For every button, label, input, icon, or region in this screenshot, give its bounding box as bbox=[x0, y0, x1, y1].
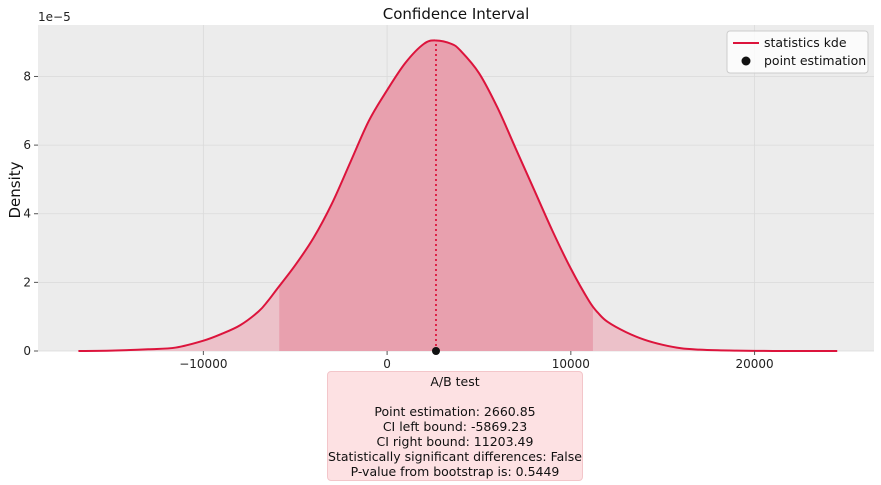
y-axis: 0 2 4 6 8 bbox=[23, 69, 38, 358]
y-tick-label: 6 bbox=[23, 138, 31, 152]
legend: statistics kde point estimation bbox=[726, 30, 869, 74]
point-estimation-marker bbox=[431, 347, 440, 355]
info-box-line: Point estimation: 2660.85 bbox=[374, 404, 536, 419]
info-box-title: A/B test bbox=[430, 374, 480, 389]
ab-test-info-box: A/B test Point estimation: 2660.85 CI le… bbox=[327, 371, 583, 481]
legend-frame bbox=[726, 30, 869, 74]
y-offset-text: 1e−5 bbox=[38, 10, 71, 24]
y-tick-label: 4 bbox=[23, 207, 31, 221]
info-box-line: CI right bound: 11203.49 bbox=[376, 434, 534, 449]
y-axis-label: Density bbox=[6, 161, 24, 218]
y-tick-label: 0 bbox=[23, 344, 31, 358]
y-tick-label: 8 bbox=[23, 69, 31, 83]
x-tick-label: 0 bbox=[383, 357, 391, 371]
info-box-spacer bbox=[328, 389, 582, 404]
x-tick-label: 10000 bbox=[552, 357, 590, 371]
info-box-line: Statistically significant differences: F… bbox=[328, 449, 582, 464]
x-tick-label: −10000 bbox=[179, 357, 227, 371]
kde-line bbox=[78, 39, 838, 353]
x-tick-label: 20000 bbox=[735, 357, 773, 371]
info-box-line: CI left bound: -5869.23 bbox=[382, 419, 528, 434]
legend-label-point: point estimation bbox=[764, 53, 866, 68]
legend-label-kde: statistics kde bbox=[764, 35, 847, 50]
info-box-line: P-value from bootstrap is: 0.5449 bbox=[350, 464, 560, 479]
legend-dot-icon bbox=[741, 56, 751, 66]
chart-title: Confidence Interval bbox=[383, 5, 530, 23]
y-tick-label: 2 bbox=[23, 275, 31, 289]
x-axis: −10000 0 10000 20000 bbox=[179, 351, 774, 371]
